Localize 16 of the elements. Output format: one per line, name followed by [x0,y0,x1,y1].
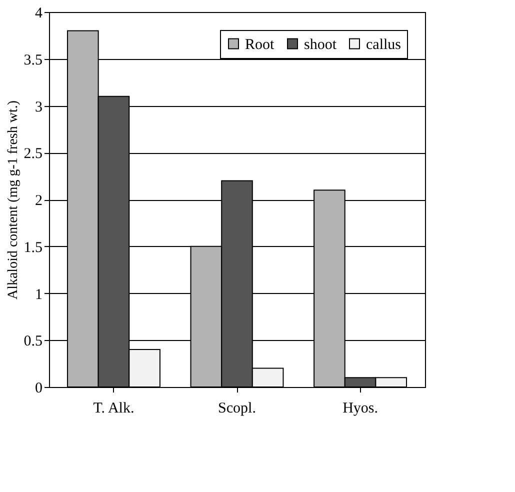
y-tick-label: 1 [35,286,42,303]
y-tick-label: 4 [35,6,43,22]
y-tick-label: 0 [35,380,42,396]
y-tick-label: 3.5 [24,52,42,68]
legend-label: callus [366,36,402,53]
legend-label: Root [245,36,276,53]
y-tick-label: 2 [35,193,42,209]
y-tick-label: 0.5 [24,334,42,350]
x-tick-label: Hyos. [342,400,378,416]
y-tick-label: 2.5 [24,146,42,162]
y-tick-label: 3 [35,99,42,116]
x-tick-label: Scopl. [218,400,256,416]
legend-label: shoot [304,36,338,53]
y-tick-label: 1.5 [24,240,42,256]
x-tick-label: T. Alk. [93,400,134,416]
y-axis-title: Alkaloid content (mg g-1 fresh wt.) [6,100,21,300]
